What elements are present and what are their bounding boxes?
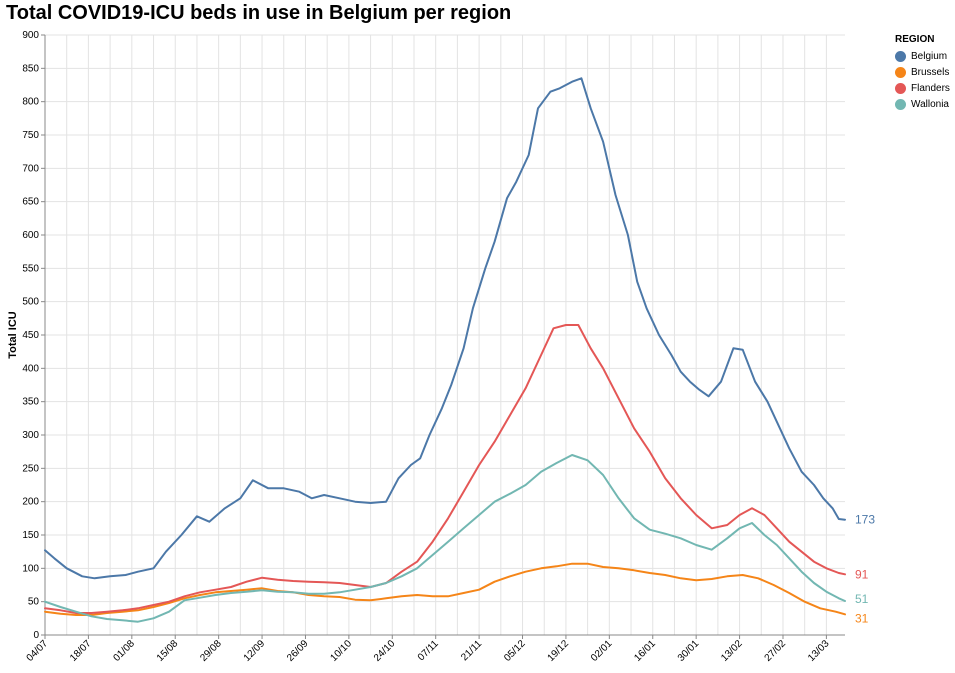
y-tick-label: 400	[22, 363, 39, 374]
y-axis: 0 50 100 150 200 250 300 350 400 450 500 550 600 650 7…	[22, 30, 46, 641]
x-tick-label: 16/01	[632, 638, 658, 664]
legend-swatch	[895, 98, 906, 110]
x-tick-label: 27/02	[763, 638, 789, 664]
x-tick-label: 12/09	[242, 638, 268, 664]
legend-item-flanders: Flanders	[895, 80, 950, 96]
x-tick-label: 29/08	[198, 638, 224, 664]
y-tick-label: 600	[22, 230, 39, 241]
x-tick-label: 13/03	[806, 638, 832, 664]
series-line-belgium	[44, 77, 846, 580]
x-axis: 04/07 18/07 01/08 15/08 29/08 12/09 26/09 10/10…	[25, 634, 845, 664]
y-tick-label: 100	[22, 563, 39, 574]
legend: REGION Belgium Brussels Flanders Wallonia	[895, 34, 950, 112]
series-line-brussels	[44, 562, 846, 616]
end-labels: 173 31 91 51	[855, 513, 875, 626]
y-tick-label: 300	[22, 430, 39, 441]
x-tick-label: 18/07	[68, 638, 94, 664]
y-tick-label: 500	[22, 297, 39, 308]
y-tick-label: 800	[22, 97, 39, 108]
legend-swatch	[895, 66, 906, 78]
y-tick-label: 700	[22, 163, 39, 174]
legend-label: Belgium	[911, 50, 948, 62]
x-tick-label: 01/08	[111, 638, 137, 664]
x-tick-label: 30/01	[676, 638, 702, 664]
x-tick-label: 02/01	[589, 638, 615, 664]
x-tick-label: 04/07	[25, 638, 51, 664]
series-line-flanders	[44, 324, 846, 614]
x-tick-label: 07/11	[416, 638, 441, 663]
legend-item-wallonia: Wallonia	[895, 96, 950, 112]
end-label-wallonia: 51	[855, 592, 869, 606]
y-tick-label: 0	[33, 630, 39, 641]
y-tick-label: 850	[22, 63, 39, 74]
x-tick-label: 13/02	[719, 638, 745, 664]
legend-label: Wallonia	[911, 98, 949, 110]
x-tick-label: 24/10	[372, 638, 398, 664]
y-tick-label: 150	[22, 530, 39, 541]
legend-item-belgium: Belgium	[895, 48, 950, 64]
legend-swatch	[895, 50, 906, 62]
y-tick-label: 50	[28, 597, 40, 608]
end-label-flanders: 91	[855, 567, 869, 581]
x-tick-label: 19/12	[546, 638, 572, 664]
y-axis-label: Total ICU	[7, 311, 19, 359]
x-tick-label: 21/11	[459, 638, 484, 663]
y-tick-label: 250	[22, 463, 39, 474]
y-tick-label: 650	[22, 197, 39, 208]
chart-title: Total COVID19-ICU beds in use in Belgium…	[6, 2, 512, 24]
legend-title: REGION	[895, 34, 935, 45]
series-lines	[44, 77, 846, 623]
y-tick-label: 900	[22, 30, 39, 41]
y-tick-label: 550	[22, 263, 39, 274]
y-tick-label: 350	[22, 397, 39, 408]
end-label-brussels: 31	[855, 611, 869, 625]
legend-swatch	[895, 82, 906, 94]
x-tick-label: 15/08	[155, 638, 181, 664]
legend-label: Flanders	[911, 82, 950, 94]
end-label-belgium: 173	[855, 513, 875, 527]
y-tick-label: 200	[22, 497, 39, 508]
legend-item-brussels: Brussels	[895, 64, 950, 80]
series-line-wallonia	[44, 454, 846, 623]
x-tick-label: 26/09	[285, 638, 311, 664]
y-tick-label: 450	[22, 330, 39, 341]
legend-label: Brussels	[911, 66, 950, 78]
x-tick-label: 10/10	[329, 638, 355, 664]
y-tick-label: 750	[22, 130, 39, 141]
x-tick-label: 05/12	[502, 638, 528, 664]
